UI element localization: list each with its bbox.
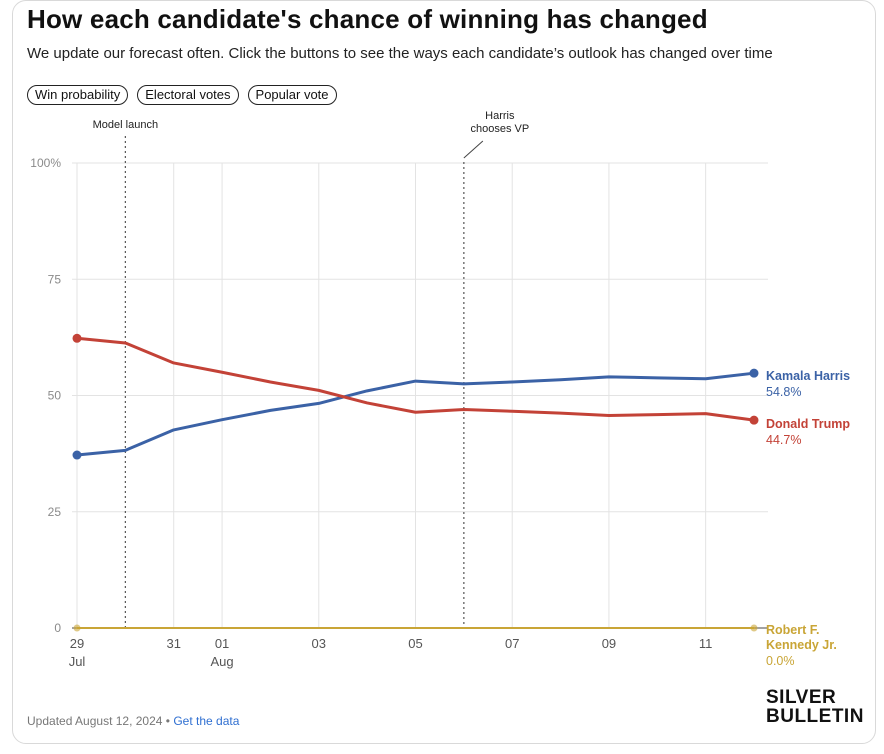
get-the-data-link[interactable]: Get the data xyxy=(173,714,240,728)
series-name-label: Kennedy Jr. xyxy=(766,638,837,652)
series-value-label: 0.0% xyxy=(766,654,795,668)
x-tick-sublabel: Jul xyxy=(69,654,86,669)
electoral-votes-button[interactable]: Electoral votes xyxy=(137,85,239,105)
footer-separator: • xyxy=(162,714,174,728)
annotation-label: Model launch xyxy=(93,119,158,131)
series-name-label: Kamala Harris xyxy=(766,369,850,383)
x-tick-sublabel: Aug xyxy=(211,654,234,669)
chart-footer: Updated August 12, 2024 • Get the data xyxy=(27,714,239,728)
series-value-label: 54.8% xyxy=(766,385,801,399)
series-name-label: Donald Trump xyxy=(766,417,850,431)
x-tick-label: 11 xyxy=(699,636,713,651)
series-name-label: Robert F. xyxy=(766,623,819,637)
x-tick-label: 01 xyxy=(215,636,229,651)
popular-vote-button[interactable]: Popular vote xyxy=(247,85,337,105)
x-tick-label: 03 xyxy=(312,636,326,651)
chart-title: How each candidate's chance of winning h… xyxy=(27,4,708,34)
annotation-label: chooses VP xyxy=(471,123,530,135)
chart-card xyxy=(12,0,876,744)
series-start-point xyxy=(72,450,82,460)
series-line xyxy=(75,336,756,422)
brand-line-2: BULLETIN xyxy=(766,706,864,727)
series-end-point xyxy=(749,368,759,378)
series-start-point xyxy=(72,333,82,343)
y-tick-label: 75 xyxy=(48,272,62,286)
win-probability-button[interactable]: Win probability xyxy=(27,85,129,105)
series-value-label: 44.7% xyxy=(766,433,801,447)
x-tick-label: 05 xyxy=(408,636,422,651)
y-tick-label: 100% xyxy=(30,156,61,170)
y-tick-label: 50 xyxy=(48,389,62,403)
y-tick-label: 25 xyxy=(48,505,62,519)
brand-line-1: SILVER xyxy=(766,687,837,708)
series-end-point xyxy=(750,624,758,632)
series-line xyxy=(75,371,756,457)
silver-bulletin-logo: SILVER BULLETIN xyxy=(766,688,864,726)
x-tick-label: 29 xyxy=(70,636,84,651)
x-tick-label: 31 xyxy=(166,636,180,651)
annotation-label: Harris xyxy=(485,110,515,122)
metric-toggle-group: Win probability Electoral votes Popular … xyxy=(27,85,337,105)
updated-timestamp: Updated August 12, 2024 xyxy=(27,714,163,728)
annotation-leader xyxy=(463,140,484,159)
chart-subtitle: We update our forecast often. Click the … xyxy=(27,45,773,62)
x-tick-label: 07 xyxy=(505,636,519,651)
y-tick-label: 0 xyxy=(54,621,61,635)
x-tick-label: 09 xyxy=(602,636,616,651)
series-start-point xyxy=(73,624,81,632)
series-end-point xyxy=(749,415,759,425)
